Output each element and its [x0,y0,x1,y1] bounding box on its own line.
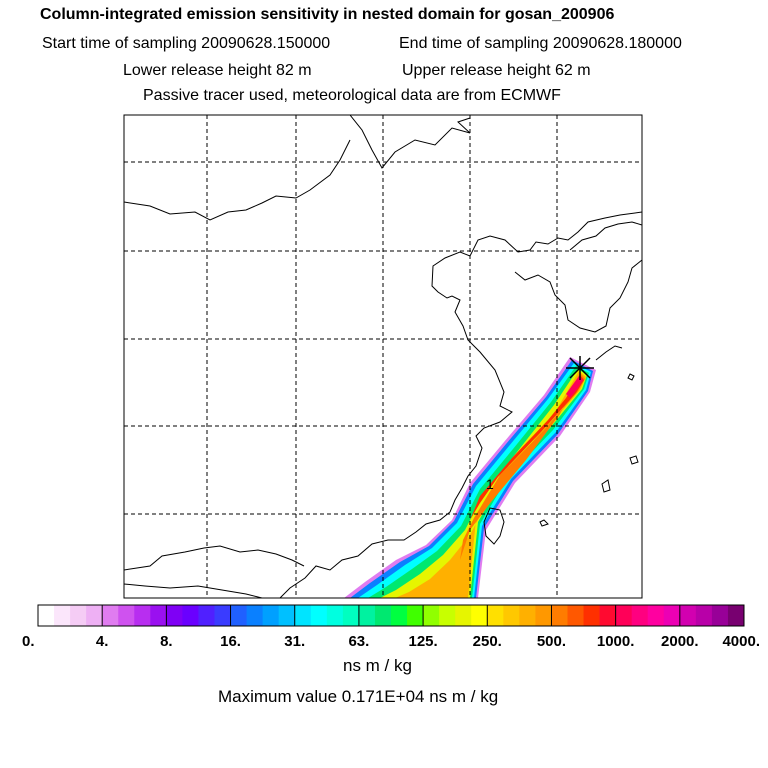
colorbar-cell [38,605,55,626]
plume-band-red [470,375,584,520]
colorbar-tick-label: 1000. [597,633,635,650]
colorbar-tick-label: 125. [408,633,437,650]
maximum-value-label: Maximum value 0.171E+04 ns m / kg [218,687,499,706]
colorbar-frame [37,604,745,627]
site-star-icon [566,356,594,380]
colorbar-cell [246,605,264,626]
colorbar-cell [134,605,151,626]
colorbar-cell [262,605,280,626]
plot-title: Column-integrated emission sensitivity i… [40,6,615,23]
plume-band-yellow [380,369,587,598]
graticule [124,115,642,598]
colorbar-cell [455,605,472,626]
colorbar-cell [679,605,697,626]
release-point-label: 1 [486,476,494,492]
colorbar-tick-label: 31. [284,633,305,650]
colorbar-cell [214,605,232,626]
colorbar-cell [711,605,729,626]
plume-band-darkorange [460,373,585,560]
sensitivity-plume [344,357,596,598]
colorbar-cell [615,605,633,626]
colorbar-tick-label: 250. [473,633,502,650]
colorbar-cell [407,605,424,626]
colorbar-cell [150,605,167,626]
colorbar-cell [54,605,71,626]
colorbar-cell [342,605,360,626]
colorbar-cell [278,605,296,626]
colorbar-cell [695,605,713,626]
colorbar-cell [118,605,135,626]
colorbar-units: ns m / kg [343,656,412,675]
upper-release-label: Upper release height 62 m [402,62,591,79]
map-frame [123,114,643,599]
colorbar-cell [663,605,681,626]
colorbar-cell [535,605,552,626]
colorbar: 0. 4. 8. 16. 31. 63. 125. 250. 500. 1000. 2000. 400… [22,604,760,650]
colorbar-cell [727,605,745,626]
colorbar-cell [374,605,392,626]
colorbar-cell [567,605,585,626]
plume-band-cyan [358,363,591,598]
plume-band-green [368,366,589,598]
colorbar-cell [631,605,649,626]
colorbar-cell [198,605,215,626]
colorbar-cell [230,605,248,626]
colorbar-cell [358,605,376,626]
colorbar-cell [86,605,103,626]
colorbar-tick-label: 4. [96,633,109,650]
colorbar-cell [599,605,617,626]
colorbar-cell [471,605,488,626]
colorbar-cell [70,605,87,626]
end-time-label: End time of sampling 20090628.180000 [399,35,682,52]
colorbar-tick-label: 4000. [722,633,760,650]
coastlines [124,115,642,598]
start-time-label: Start time of sampling 20090628.150000 [42,35,331,52]
colorbar-tick-label: 8. [160,633,173,650]
colorbar-tick-label: 63. [348,633,369,650]
colorbar-cell [182,605,199,626]
lower-release-label: Lower release height 82 m [123,62,312,79]
colorbar-cell [647,605,665,626]
colorbar-cell [519,605,536,626]
colorbar-cell [326,605,344,626]
plume-band-peak [566,376,583,398]
colorbar-cell [391,605,408,626]
colorbar-cell [583,605,601,626]
colorbar-tick-label: 16. [220,633,241,650]
colorbar-cell [102,605,119,626]
colorbar-tick-label: 2000. [661,633,699,650]
colorbar-cell [294,605,312,626]
colorbar-tick-label: 0. [22,633,35,650]
colorbar-cell [551,605,568,626]
colorbar-cell [166,605,183,626]
colorbar-cell [487,605,504,626]
colorbar-cell [310,605,328,626]
colorbar-cell [423,605,440,626]
colorbar-tick-label: 500. [537,633,566,650]
colorbar-cell [503,605,520,626]
tracer-note: Passive tracer used, meteorological data… [143,87,561,104]
colorbar-cell [439,605,456,626]
